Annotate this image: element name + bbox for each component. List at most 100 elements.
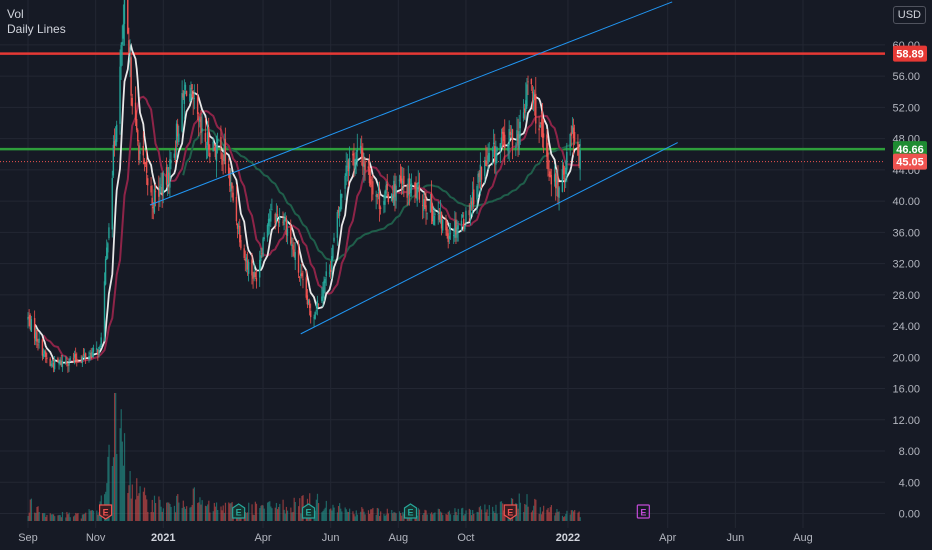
- candle-body: [251, 259, 253, 276]
- earnings-marker[interactable]: [403, 503, 418, 519]
- candle-body: [175, 123, 178, 144]
- candle-body: [57, 358, 59, 362]
- candle-body: [502, 132, 505, 141]
- volume-bar: [538, 513, 540, 521]
- candle-body: [377, 192, 380, 194]
- volume-bar: [446, 514, 448, 521]
- candle-body: [393, 180, 395, 206]
- y-tick-label: 20.00: [892, 352, 920, 364]
- candle-body: [285, 218, 288, 235]
- earnings-marker[interactable]: [503, 504, 517, 520]
- volume-bar: [432, 514, 434, 521]
- candle-body: [212, 141, 214, 152]
- candle-body: [540, 122, 543, 125]
- channel-upper-line[interactable]: [149, 1, 673, 206]
- volume-bar: [44, 513, 46, 521]
- candle-body: [487, 155, 489, 164]
- price-label-box: [893, 153, 927, 170]
- candle-body: [447, 233, 449, 242]
- candle-body: [130, 57, 132, 96]
- volume-bar: [91, 510, 94, 521]
- volume-bar: [160, 506, 162, 521]
- y-tick-label: 12.00: [892, 415, 920, 427]
- volume-bar: [131, 484, 133, 521]
- candle-body: [338, 206, 341, 216]
- volume-bar: [449, 514, 452, 521]
- candle-body: [51, 364, 54, 366]
- volume-bar: [385, 514, 387, 521]
- volume-bar: [570, 510, 572, 521]
- volume-bar: [69, 517, 71, 521]
- candle-body: [106, 247, 108, 260]
- channel-lower-line[interactable]: [300, 142, 678, 335]
- volume-bar: [251, 504, 253, 521]
- candle-body: [430, 193, 433, 212]
- volume-bar: [283, 509, 285, 521]
- candle-body: [96, 348, 98, 350]
- candle-body: [375, 194, 377, 197]
- candle-body: [526, 84, 528, 107]
- trend-channel[interactable]: [149, 1, 678, 335]
- candle-body: [530, 78, 533, 85]
- volume-bar: [548, 512, 550, 521]
- candle-body: [501, 131, 504, 134]
- volume-bar: [75, 512, 77, 521]
- volume-bar: [293, 497, 295, 521]
- volume-bar: [174, 512, 177, 521]
- candle-body: [383, 201, 385, 205]
- volume-bar: [356, 514, 358, 521]
- candle-body: [74, 353, 77, 361]
- volume-bar: [119, 428, 121, 521]
- volume-bar: [177, 494, 179, 521]
- horizontal-levels[interactable]: [0, 52, 885, 163]
- candle-body: [128, 40, 130, 53]
- candle-body: [222, 159, 224, 160]
- legend-study-label: Daily Lines: [7, 22, 66, 36]
- volume-bar: [274, 507, 276, 521]
- candle-body: [223, 144, 225, 162]
- volume-bar: [525, 504, 527, 521]
- candle-body: [275, 213, 278, 221]
- volume-bar: [331, 510, 333, 521]
- candle-body: [455, 219, 457, 235]
- candle-body: [52, 362, 55, 369]
- candle-body: [28, 316, 30, 319]
- volume-bar: [182, 500, 184, 521]
- volume-bar: [554, 515, 556, 521]
- currency-button[interactable]: USD: [892, 6, 926, 24]
- candle-body: [45, 351, 47, 357]
- volume-bar: [527, 506, 529, 521]
- candle-body: [563, 178, 566, 180]
- volume-bar: [578, 511, 580, 521]
- earnings-marker[interactable]: [232, 503, 246, 519]
- candle-body: [291, 244, 293, 247]
- volume-bar: [487, 515, 489, 521]
- earnings-marker[interactable]: [636, 504, 650, 519]
- candle-body: [328, 272, 331, 274]
- candle-body: [429, 198, 432, 213]
- candle-body: [252, 275, 254, 279]
- candle-body: [448, 235, 451, 239]
- volume-bar: [82, 514, 85, 521]
- volume-bar: [353, 514, 355, 521]
- candle-body: [460, 220, 463, 226]
- candle-body: [385, 185, 387, 194]
- candle-body: [80, 360, 82, 362]
- candle-body: [406, 185, 408, 198]
- earnings-marker-label: E: [640, 508, 646, 518]
- y-tick-label: 8.00: [899, 446, 920, 458]
- volume-bar: [66, 511, 68, 521]
- volume-bar: [495, 504, 497, 521]
- candle-body: [100, 337, 102, 346]
- earnings-marker[interactable]: [99, 504, 113, 520]
- candle-body: [58, 361, 60, 365]
- earnings-marker[interactable]: [301, 503, 316, 519]
- time-axis[interactable]: Sep Nov 2021 Apr Jun Aug Oct 2022 Apr Jun Aug: [18, 532, 813, 544]
- volume-bar: [564, 516, 566, 521]
- candle-body: [477, 173, 479, 183]
- volume-bar: [127, 493, 129, 521]
- candle-body: [294, 252, 296, 261]
